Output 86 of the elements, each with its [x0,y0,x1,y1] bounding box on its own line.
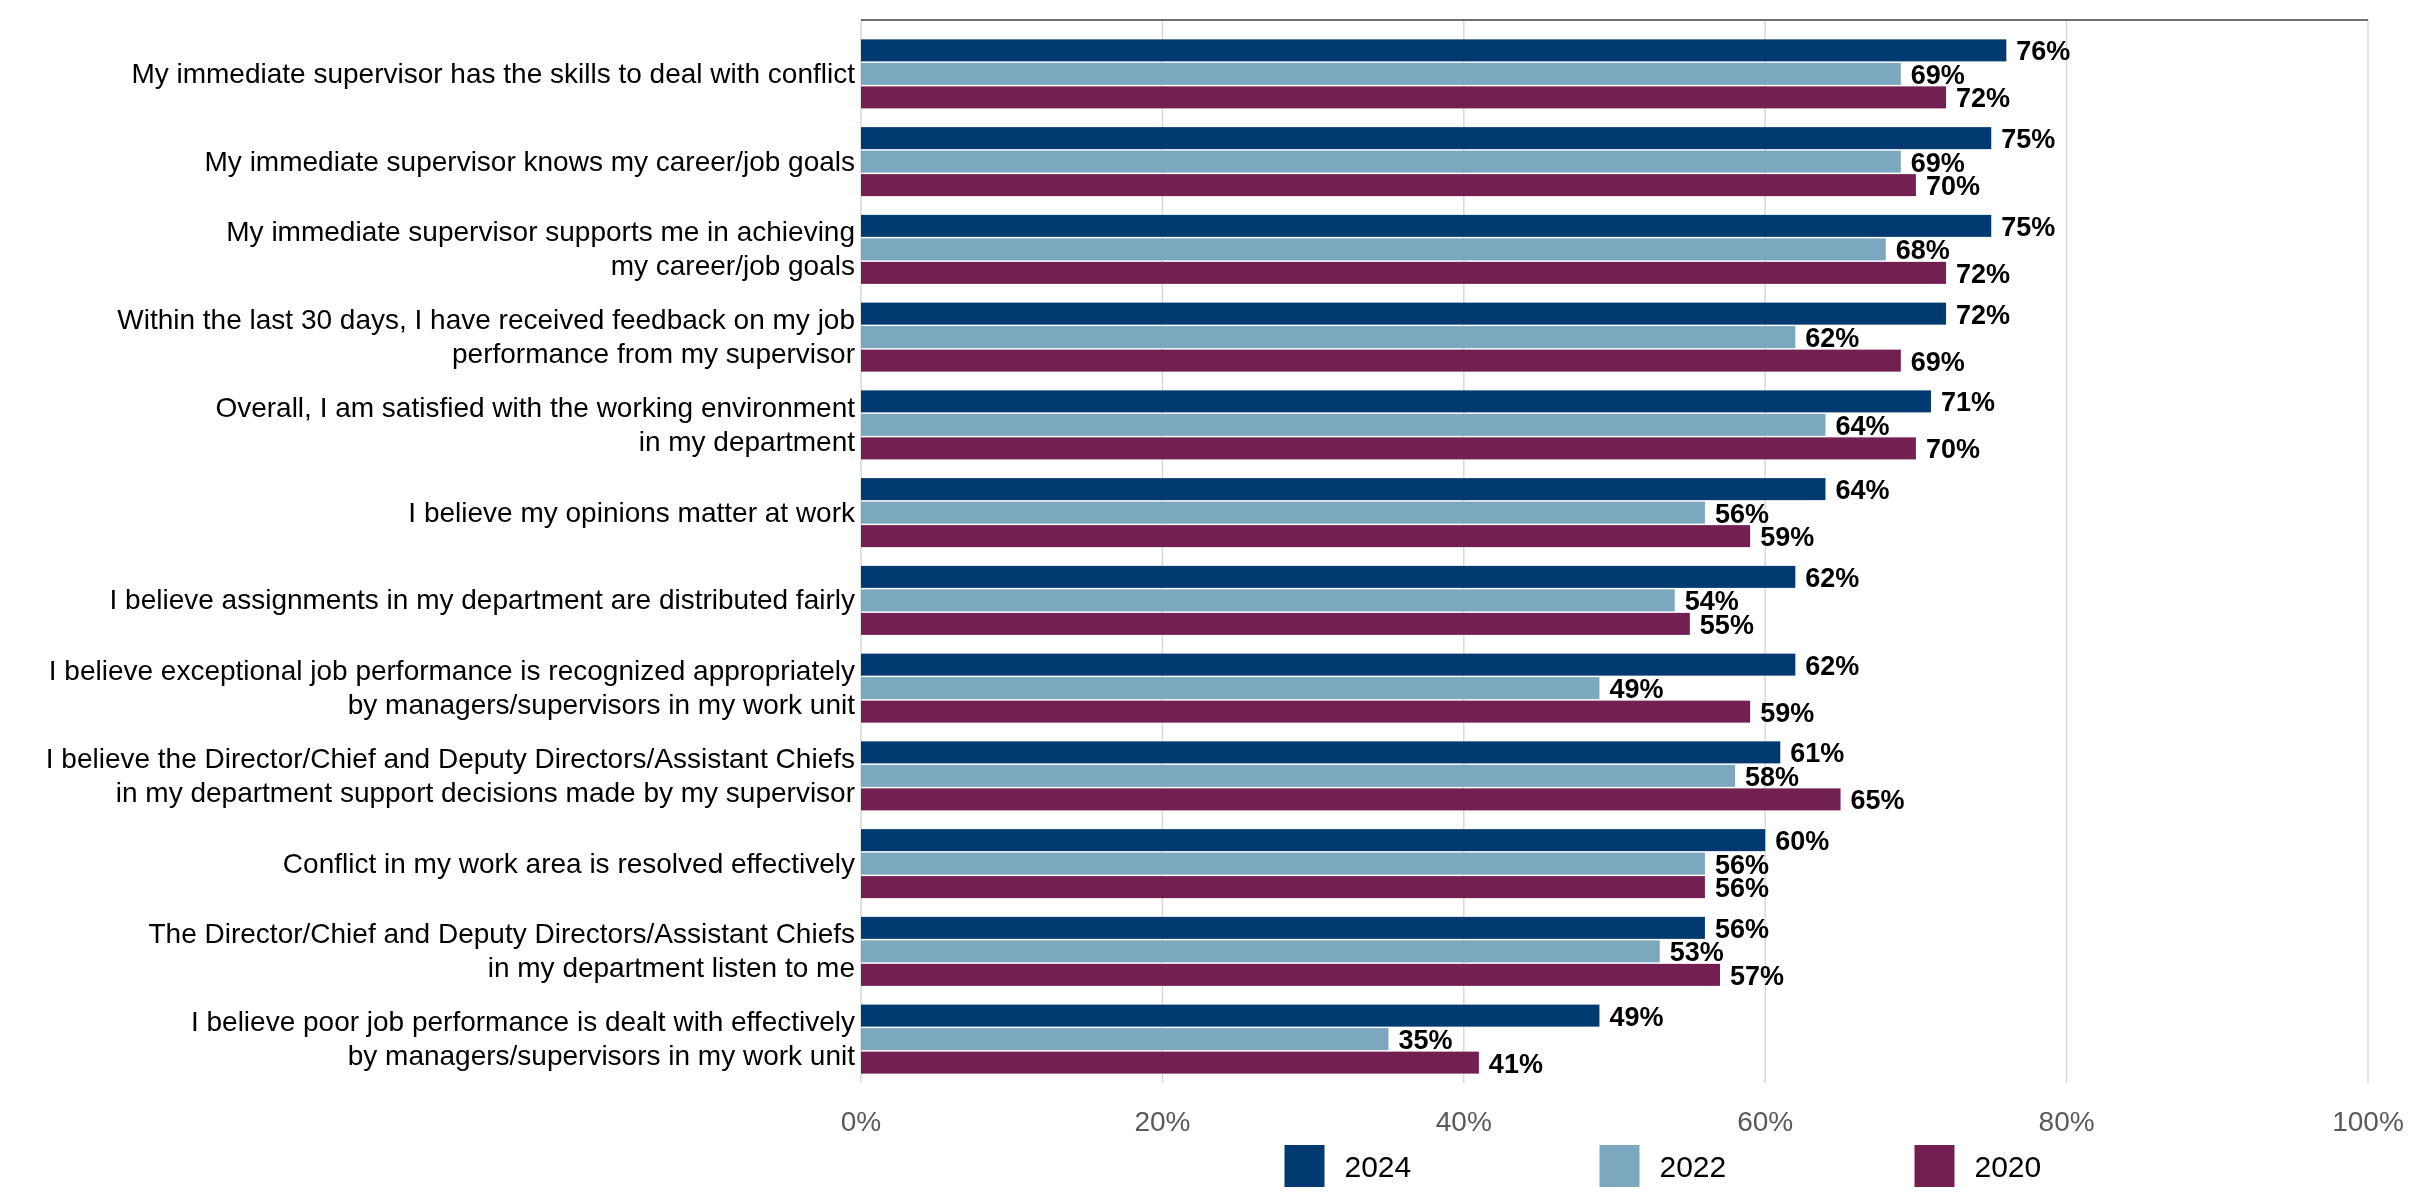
y-tick-label: My immediate supervisor has the skills to deal with conflict [131,57,856,89]
data-label: 72% [1956,299,2011,330]
bar [861,150,1901,173]
legend-label: 2020 [1974,1150,2042,1183]
data-label: 71% [1940,387,1996,418]
data-label: 35% [1398,1025,1453,1056]
data-label: 68% [1895,235,1950,266]
bar [861,413,1826,436]
data-label: 70% [1925,171,1980,202]
y-tick-label: Conflict in my work area is resolved effectively [282,847,855,879]
bar [861,589,1675,612]
data-label: 62% [1805,650,1860,681]
legend-label: 2024 [1344,1150,1412,1183]
y-tick-label: Within the last 30 days, I have received feedback on my job performance from my supervisor [117,304,855,370]
bar [861,677,1600,700]
data-label: 64% [1835,410,1890,441]
bar [861,1051,1479,1074]
data-label: 49% [1609,674,1664,705]
x-tick-label: 0% [840,1106,882,1137]
data-label: 69% [1910,346,1965,377]
data-label: 62% [1805,562,1860,593]
x-tick-label: 80% [2038,1106,2095,1137]
y-tick-label: The Director/Chief and Deputy Directors/Assistant Chiefs in my department listen to me [148,918,855,984]
data-label: 75% [2001,124,2056,155]
data-label: 62% [1805,323,1860,354]
bar [861,214,1992,237]
bar [861,700,1751,723]
data-label: 72% [1956,83,2011,114]
bar [861,174,1916,197]
data-label: 59% [1760,697,1815,728]
data-label: 72% [1956,258,2011,289]
y-tick-label: I believe my opinions matter at work [408,496,856,528]
legend-label: 2022 [1659,1150,1727,1183]
data-label: 60% [1775,826,1830,857]
bar [861,390,1931,413]
bar [861,238,1886,261]
y-tick-label: My immediate supervisor supports me in achieving my career/job goals [226,216,855,282]
bar [861,764,1736,787]
data-label: 64% [1835,475,1890,506]
bar [861,326,1796,349]
bar [861,916,1705,939]
bar [861,612,1690,635]
data-label: 75% [2001,211,2056,242]
bar [861,478,1826,501]
bar [861,349,1901,372]
bar [861,852,1705,875]
data-label: 70% [1925,434,1980,465]
bar [861,963,1720,986]
bar [861,788,1841,811]
data-label: 58% [1745,761,1800,792]
y-tick-label: Overall, I am satisfied with the working environment in my department [215,391,856,457]
bar [861,39,2007,62]
data-label: 41% [1488,1048,1543,1079]
y-tick-label: I believe assignments in my department are distributed fairly [109,584,855,616]
data-label: 56% [1714,873,1769,904]
bar [861,1004,1600,1027]
x-tick-label: 20% [1134,1106,1191,1137]
bar [861,86,1947,109]
bar [861,62,1901,85]
bar [861,940,1660,963]
bar [861,1028,1389,1051]
data-label: 76% [2016,36,2071,67]
bar [861,437,1916,460]
bar [861,829,1766,852]
data-label: 57% [1729,960,1785,991]
data-label: 55% [1699,609,1754,640]
bar [861,653,1796,676]
data-label: 53% [1669,937,1724,968]
y-tick-label: I believe the Director/Chief and Deputy Directors/Assistant Chiefs in my department support decisions made by my supervisor [45,742,855,808]
y-tick-label: I believe poor job performance is dealt with effectively by managers/supervisors in my work unit [190,1006,856,1072]
bar [861,525,1751,548]
data-label: 59% [1760,522,1815,553]
x-tick-label: 40% [1435,1106,1492,1137]
data-label: 65% [1850,785,1905,816]
bar [861,261,1947,284]
y-tick-label: My immediate supervisor knows my career/job goals [204,145,855,177]
x-tick-label: 100% [2332,1106,2404,1137]
x-tick-label: 60% [1737,1106,1794,1137]
data-label: 49% [1609,1001,1664,1032]
bar [861,565,1796,588]
bar [861,302,1947,325]
bar [861,741,1781,764]
bar [861,127,1992,150]
bar [861,876,1705,899]
y-tick-label: I believe exceptional job performance is recognized appropriately by managers/supervisors in my work unit [48,655,856,721]
bar [861,501,1705,524]
